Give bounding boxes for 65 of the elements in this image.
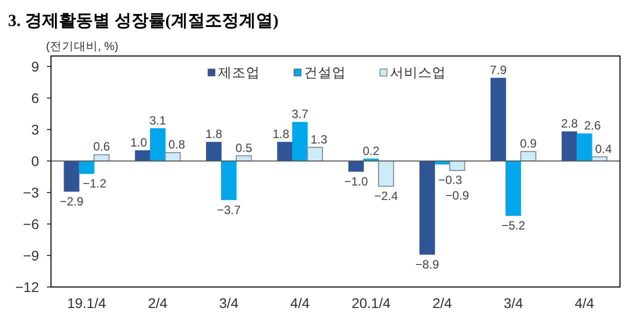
data-label: 1.8 xyxy=(205,127,222,142)
data-label: −1.0 xyxy=(344,174,368,188)
data-label: 2.6 xyxy=(584,118,602,133)
data-label: −2.9 xyxy=(60,194,84,208)
data-label: 0.5 xyxy=(235,140,252,155)
bar xyxy=(94,154,110,162)
bar xyxy=(277,142,293,162)
y-tick-label: −6 xyxy=(23,216,40,232)
x-tick-label: 3/4 xyxy=(504,295,524,311)
data-label: 3.7 xyxy=(292,107,309,122)
bar xyxy=(506,160,522,216)
data-label: 1.8 xyxy=(272,127,290,142)
data-label: 1.0 xyxy=(130,136,148,150)
x-tick-label: 4/4 xyxy=(574,295,594,311)
data-label: −8.9 xyxy=(415,257,440,272)
y-tick-label: −3 xyxy=(23,184,40,200)
bar xyxy=(490,78,506,162)
bar xyxy=(64,160,80,192)
data-label: 2.8 xyxy=(561,116,578,131)
bar xyxy=(292,122,308,162)
bar xyxy=(576,133,592,162)
data-label: 0.8 xyxy=(168,138,186,152)
chart-title: 3. 경제활동별 성장률(계절조정계열) xyxy=(8,11,279,30)
data-label: 0.2 xyxy=(362,144,380,158)
data-label: 1.3 xyxy=(310,132,328,146)
data-label: 0.6 xyxy=(93,140,110,154)
data-label: 3.1 xyxy=(149,113,166,128)
x-tick-label: 19.1/4 xyxy=(67,295,106,311)
bar xyxy=(520,151,536,162)
data-label: 7.9 xyxy=(490,63,507,78)
data-label: −0.3 xyxy=(438,173,462,188)
bar xyxy=(562,131,578,162)
bar xyxy=(164,152,181,162)
x-tick-label: 20.1/4 xyxy=(352,295,391,311)
bar xyxy=(134,150,150,162)
y-tick-label: −12 xyxy=(15,279,40,295)
bar xyxy=(306,146,323,162)
bar xyxy=(378,160,394,187)
bar xyxy=(348,160,364,172)
data-label: −3.7 xyxy=(216,202,241,217)
data-label: −0.9 xyxy=(445,188,470,202)
x-tick-label: 4/4 xyxy=(290,295,310,311)
x-tick-label: 2/4 xyxy=(148,295,168,311)
y-tick-label: 6 xyxy=(31,90,40,106)
y-tick-label: 3 xyxy=(31,122,40,138)
bar xyxy=(449,160,466,171)
legend-label: 서비스업 xyxy=(390,65,446,80)
bar xyxy=(419,160,435,255)
data-label: 0.4 xyxy=(595,142,612,156)
data-label: 0.9 xyxy=(520,136,537,151)
data-label: −5.2 xyxy=(501,218,526,233)
legend-label: 제조업 xyxy=(218,65,260,80)
bar xyxy=(78,160,94,174)
data-label: −1.2 xyxy=(82,176,107,191)
legend-label: 건설업 xyxy=(304,65,346,80)
bar xyxy=(221,160,237,200)
x-tick-label: 3/4 xyxy=(219,295,239,311)
y-tick-label: 9 xyxy=(31,58,40,74)
y-axis-title: (전기대비, %) xyxy=(46,41,118,53)
y-tick-label: 0 xyxy=(31,153,40,169)
y-tick-label: −9 xyxy=(23,248,40,264)
data-label: −2.4 xyxy=(374,189,398,204)
x-tick-label: 2/4 xyxy=(432,295,452,311)
bar xyxy=(150,128,166,162)
bar xyxy=(206,142,222,162)
